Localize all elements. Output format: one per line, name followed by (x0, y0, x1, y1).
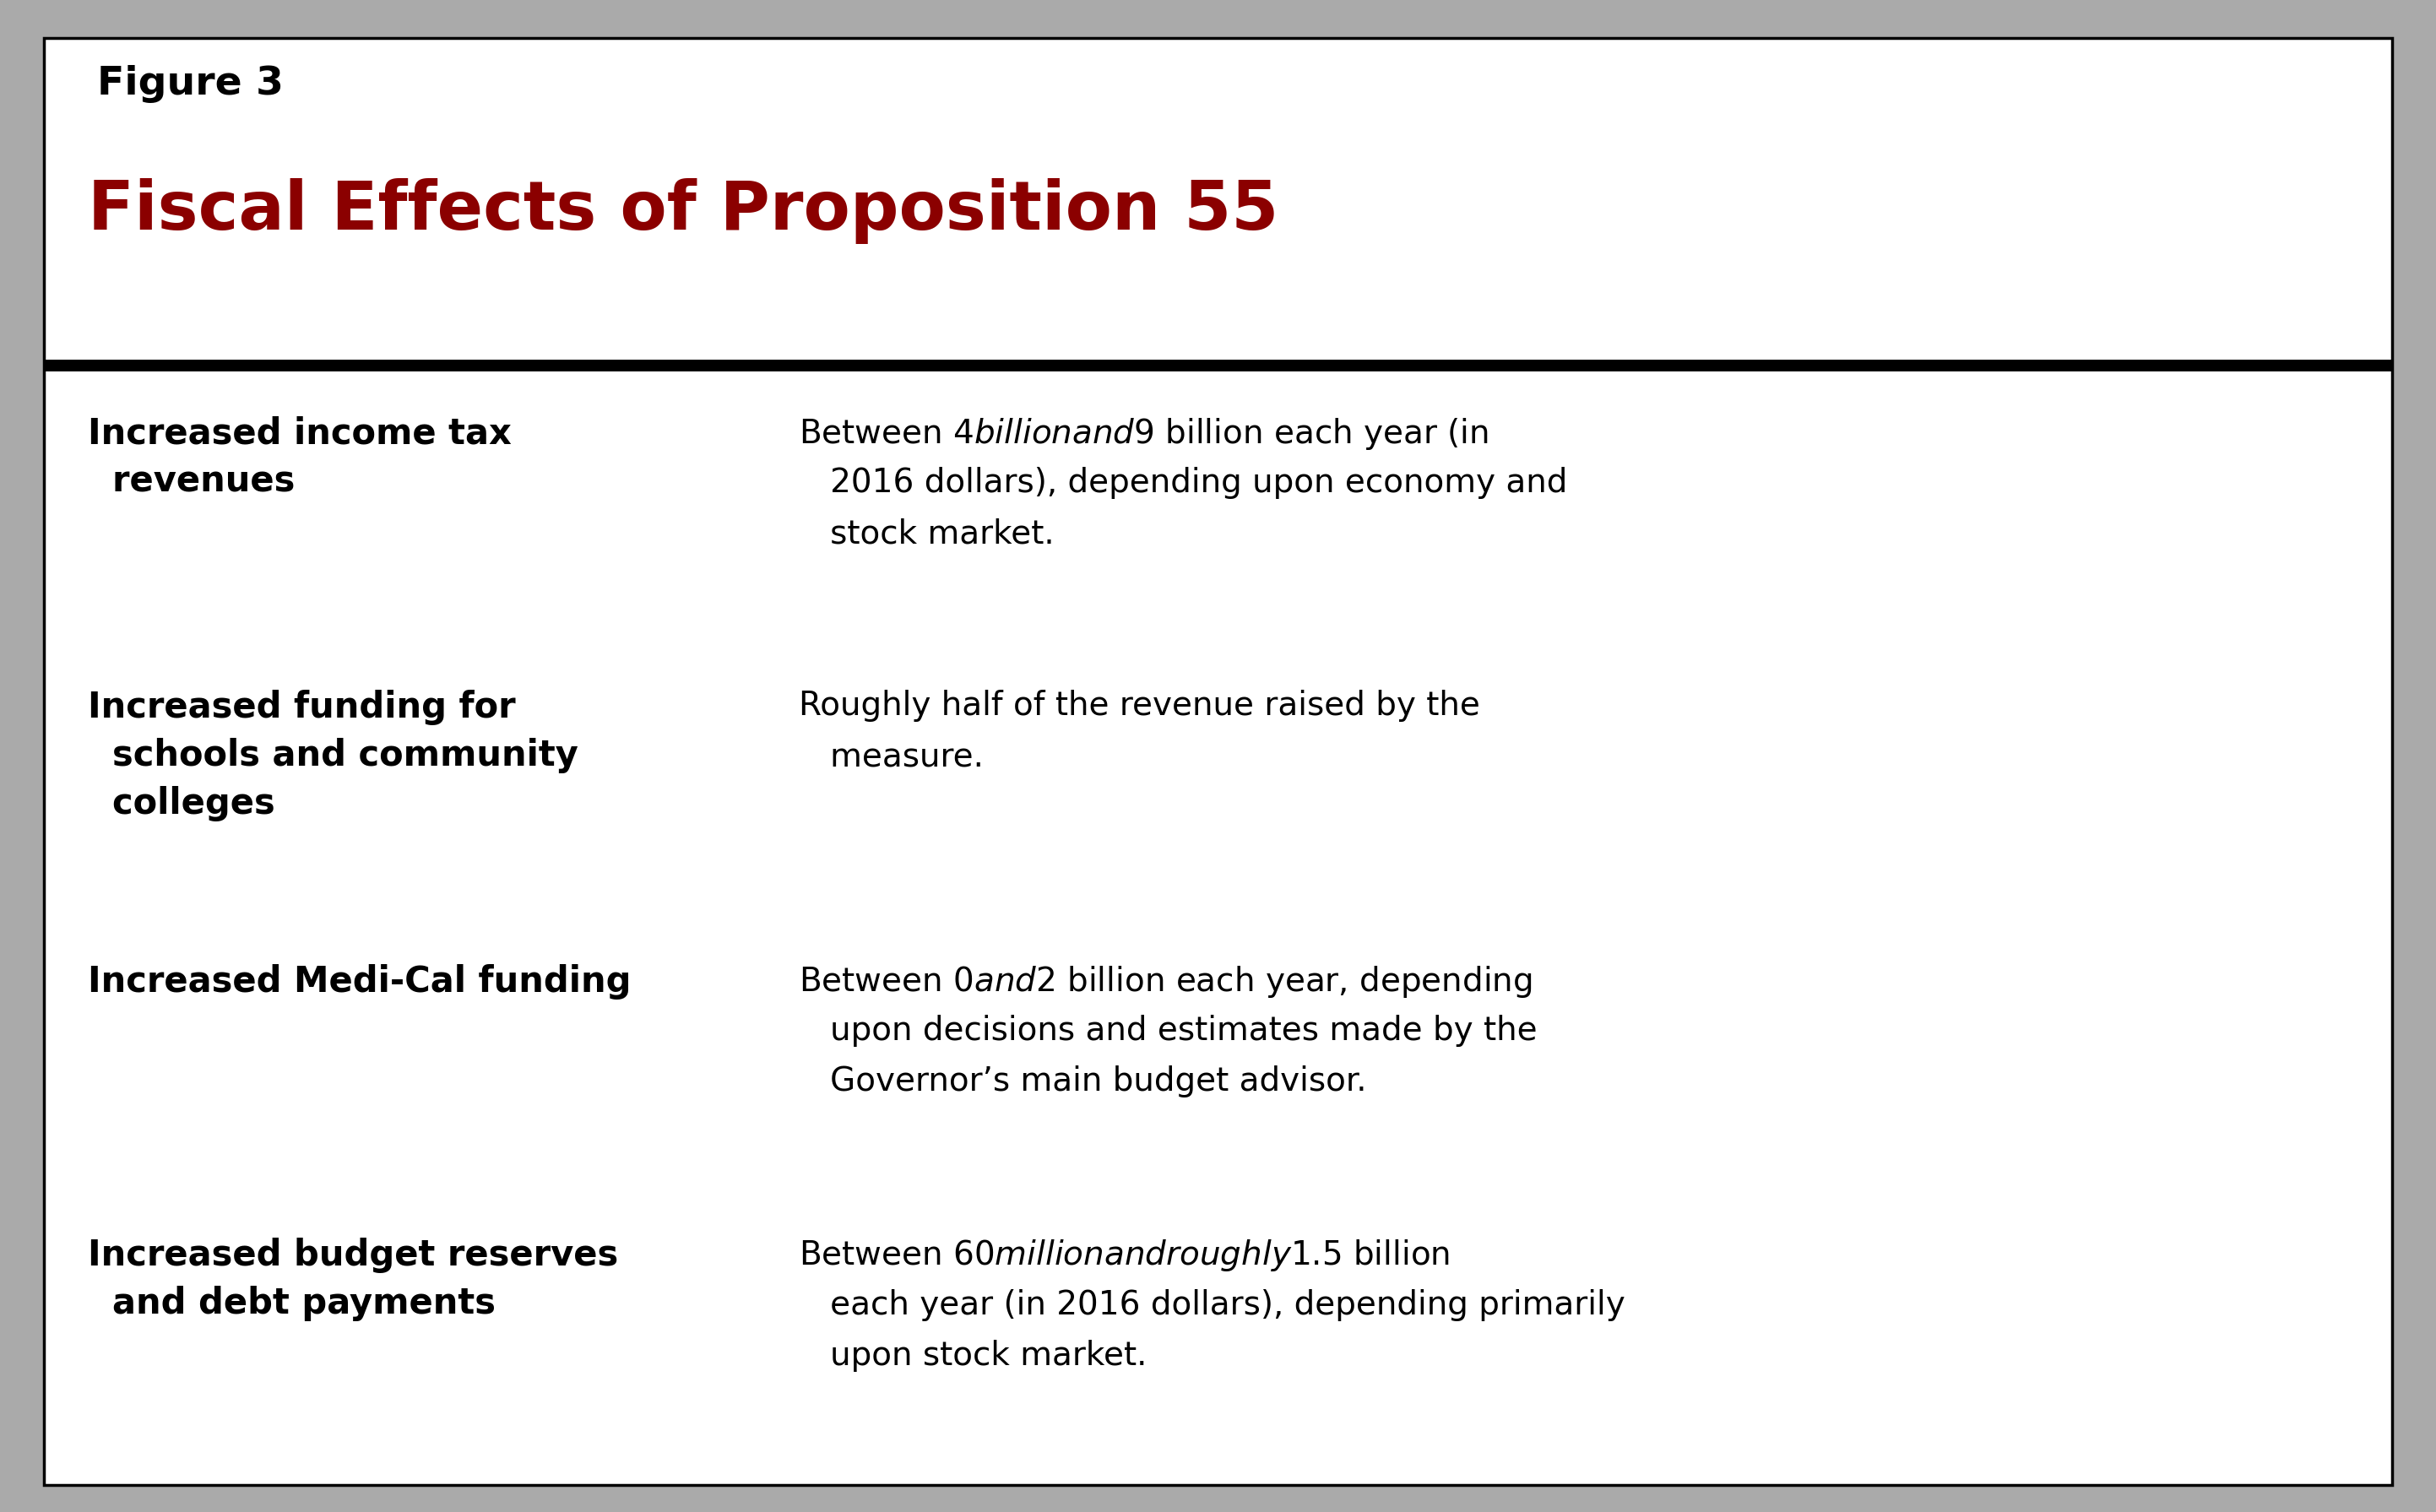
Text: Figure 3: Figure 3 (97, 65, 285, 103)
Text: each year (in 2016 dollars), depending primarily: each year (in 2016 dollars), depending p… (799, 1288, 1625, 1321)
FancyBboxPatch shape (44, 38, 2392, 1485)
Text: 2016 dollars), depending upon economy and: 2016 dollars), depending upon economy an… (799, 467, 1569, 499)
Text: stock market.: stock market. (799, 517, 1055, 550)
Text: Between $4 billion and $9 billion each year (in: Between $4 billion and $9 billion each y… (799, 416, 1488, 451)
Text: Roughly half of the revenue raised by the: Roughly half of the revenue raised by th… (799, 689, 1481, 721)
Text: Between $0 and $2 billion each year, depending: Between $0 and $2 billion each year, dep… (799, 965, 1532, 999)
Text: upon stock market.: upon stock market. (799, 1340, 1147, 1371)
Text: Increased Medi-Cal funding: Increased Medi-Cal funding (88, 965, 631, 999)
Text: measure.: measure. (799, 741, 984, 773)
Text: Governor’s main budget advisor.: Governor’s main budget advisor. (799, 1066, 1367, 1098)
Text: Increased budget reserves
  and debt payments: Increased budget reserves and debt payme… (88, 1238, 619, 1321)
Text: Increased funding for
  schools and community
  colleges: Increased funding for schools and commun… (88, 689, 577, 821)
Text: upon decisions and estimates made by the: upon decisions and estimates made by the (799, 1015, 1537, 1046)
Text: Fiscal Effects of Proposition 55: Fiscal Effects of Proposition 55 (88, 178, 1279, 245)
Text: Increased income tax
  revenues: Increased income tax revenues (88, 416, 512, 499)
Text: Between $60 million and roughly $1.5 billion: Between $60 million and roughly $1.5 bil… (799, 1238, 1449, 1273)
